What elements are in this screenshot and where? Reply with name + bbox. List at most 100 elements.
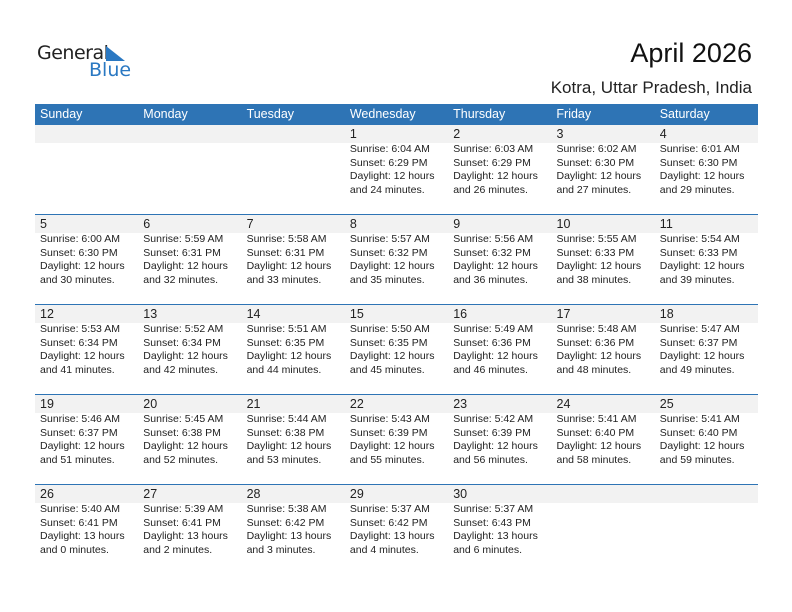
day-cell: 10 Sunrise: 5:55 AM Sunset: 6:33 PM Dayligh… <box>552 215 655 305</box>
day-number: 12 <box>40 307 54 321</box>
sunset-text: Sunset: 6:34 PM <box>143 336 221 349</box>
day-number: 30 <box>453 487 468 501</box>
daylight2-text: and 2 minutes. <box>143 543 213 556</box>
day-cell: 21 Sunrise: 5:44 AM Sunset: 6:38 PM Dayligh… <box>242 395 345 485</box>
daylight1-text: Daylight: 13 hours <box>453 530 538 542</box>
sunrise-text: Sunrise: 6:04 AM <box>349 143 430 155</box>
sunset-text: Sunset: 6:39 PM <box>349 426 428 439</box>
day-cell: 29 Sunrise: 5:37 AM Sunset: 6:42 PM Dayligh… <box>345 485 448 575</box>
day-number: 1 <box>349 127 357 141</box>
sunrise-text: Sunrise: 5:46 AM <box>40 413 120 425</box>
daylight2-text: and 33 minutes. <box>246 273 322 286</box>
day-cell: 15 Sunrise: 5:50 AM Sunset: 6:35 PM Dayligh… <box>345 305 448 395</box>
day-number: 14 <box>246 307 261 321</box>
logo-triangle-icon <box>106 46 125 61</box>
sunset-text: Sunset: 6:30 PM <box>659 156 738 169</box>
daylight2-text: and 24 minutes. <box>349 183 425 196</box>
empty-day-cell <box>35 125 138 215</box>
weekday-header: Sunday Monday Tuesday Wednesday Thursday Frid… <box>35 104 758 125</box>
empty-day-cell <box>242 125 345 215</box>
sunset-text: Sunset: 6:30 PM <box>556 156 635 169</box>
week-row: 5 Sunrise: 6:00 AM Sunset: 6:30 PM Daylight… <box>35 214 758 305</box>
daylight1-text: Daylight: 12 hours <box>453 260 538 272</box>
weekday-monday: Monday <box>143 107 188 121</box>
day-number-band <box>35 215 758 233</box>
sunrise-text: Sunrise: 5:41 AM <box>659 413 740 425</box>
day-number: 20 <box>143 397 158 411</box>
daylight2-text: and 32 minutes. <box>143 273 219 286</box>
daylight1-text: Daylight: 12 hours <box>40 350 125 362</box>
day-number: 29 <box>349 487 364 501</box>
sunrise-text: Sunrise: 5:39 AM <box>143 503 224 515</box>
daylight1-text: Daylight: 12 hours <box>349 170 435 182</box>
day-cell: 13 Sunrise: 5:52 AM Sunset: 6:34 PM Dayligh… <box>138 305 241 395</box>
day-cell: 6 Sunrise: 5:59 AM Sunset: 6:31 PM Daylight… <box>138 215 241 305</box>
daylight1-text: Daylight: 12 hours <box>40 440 125 452</box>
day-cell: 27 Sunrise: 5:39 AM Sunset: 6:41 PM Dayligh… <box>138 485 241 575</box>
daylight2-text: and 0 minutes. <box>40 543 109 556</box>
daylight2-text: and 30 minutes. <box>40 273 115 286</box>
day-number: 7 <box>246 217 254 231</box>
sunrise-text: Sunrise: 5:58 AM <box>246 233 327 245</box>
sunset-text: Sunset: 6:30 PM <box>40 246 118 259</box>
daylight2-text: and 59 minutes. <box>659 453 735 466</box>
sunrise-text: Sunrise: 5:43 AM <box>349 413 430 425</box>
daylight2-text: and 36 minutes. <box>453 273 528 286</box>
day-cell: 26 Sunrise: 5:40 AM Sunset: 6:41 PM Dayligh… <box>35 485 138 575</box>
sunrise-text: Sunrise: 5:42 AM <box>453 413 534 425</box>
day-cell: 8 Sunrise: 5:57 AM Sunset: 6:32 PM Daylight… <box>345 215 448 305</box>
day-cell: 24 Sunrise: 5:41 AM Sunset: 6:40 PM Dayligh… <box>552 395 655 485</box>
daylight2-text: and 49 minutes. <box>659 363 735 376</box>
sunset-text: Sunset: 6:33 PM <box>556 246 635 259</box>
weekday-friday: Friday <box>556 107 592 121</box>
day-number: 26 <box>40 487 54 501</box>
daylight1-text: Daylight: 12 hours <box>556 440 642 452</box>
daylight1-text: Daylight: 13 hours <box>349 530 435 542</box>
day-cell: 11 Sunrise: 5:54 AM Sunset: 6:33 PM Dayligh… <box>655 215 758 305</box>
day-number-band <box>35 125 758 143</box>
daylight2-text: and 46 minutes. <box>453 363 528 376</box>
day-number-band <box>35 395 758 413</box>
sunset-text: Sunset: 6:29 PM <box>349 156 428 169</box>
daylight1-text: Daylight: 12 hours <box>453 350 538 362</box>
sunset-text: Sunset: 6:40 PM <box>556 426 635 439</box>
daylight1-text: Daylight: 12 hours <box>659 440 745 452</box>
daylight2-text: and 3 minutes. <box>246 543 316 556</box>
day-number: 6 <box>143 217 151 231</box>
daylight2-text: and 4 minutes. <box>349 543 419 556</box>
sunset-text: Sunset: 6:41 PM <box>143 516 221 529</box>
sunrise-text: Sunrise: 6:03 AM <box>453 143 534 155</box>
sunset-text: Sunset: 6:36 PM <box>556 336 635 349</box>
sunset-text: Sunset: 6:32 PM <box>349 246 428 259</box>
daylight2-text: and 42 minutes. <box>143 363 219 376</box>
daylight1-text: Daylight: 12 hours <box>659 350 745 362</box>
daylight2-text: and 29 minutes. <box>659 183 735 196</box>
sunrise-text: Sunrise: 5:56 AM <box>453 233 534 245</box>
sunset-text: Sunset: 6:34 PM <box>40 336 118 349</box>
day-cell: 17 Sunrise: 5:48 AM Sunset: 6:36 PM Dayligh… <box>552 305 655 395</box>
day-number: 18 <box>659 307 674 321</box>
sunrise-text: Sunrise: 5:38 AM <box>246 503 327 515</box>
day-number: 27 <box>143 487 158 501</box>
daylight2-text: and 56 minutes. <box>453 453 528 466</box>
day-number: 25 <box>659 397 674 411</box>
sunset-text: Sunset: 6:42 PM <box>349 516 428 529</box>
day-number: 23 <box>453 397 468 411</box>
day-number: 22 <box>349 397 364 411</box>
daylight2-text: and 55 minutes. <box>349 453 425 466</box>
sunrise-text: Sunrise: 5:52 AM <box>143 323 224 335</box>
day-cell: 22 Sunrise: 5:43 AM Sunset: 6:39 PM Dayligh… <box>345 395 448 485</box>
sunrise-text: Sunrise: 5:45 AM <box>143 413 224 425</box>
sunrise-text: Sunrise: 5:37 AM <box>453 503 534 515</box>
daylight1-text: Daylight: 13 hours <box>246 530 332 542</box>
daylight2-text: and 44 minutes. <box>246 363 322 376</box>
daylight1-text: Daylight: 12 hours <box>659 260 745 272</box>
sunrise-text: Sunrise: 5:53 AM <box>40 323 120 335</box>
daylight2-text: and 45 minutes. <box>349 363 425 376</box>
sunset-text: Sunset: 6:33 PM <box>659 246 738 259</box>
sunset-text: Sunset: 6:31 PM <box>143 246 221 259</box>
sunrise-text: Sunrise: 5:54 AM <box>659 233 740 245</box>
daylight1-text: Daylight: 12 hours <box>453 170 538 182</box>
sunrise-text: Sunrise: 5:51 AM <box>246 323 327 335</box>
empty-day-cell <box>552 485 655 575</box>
